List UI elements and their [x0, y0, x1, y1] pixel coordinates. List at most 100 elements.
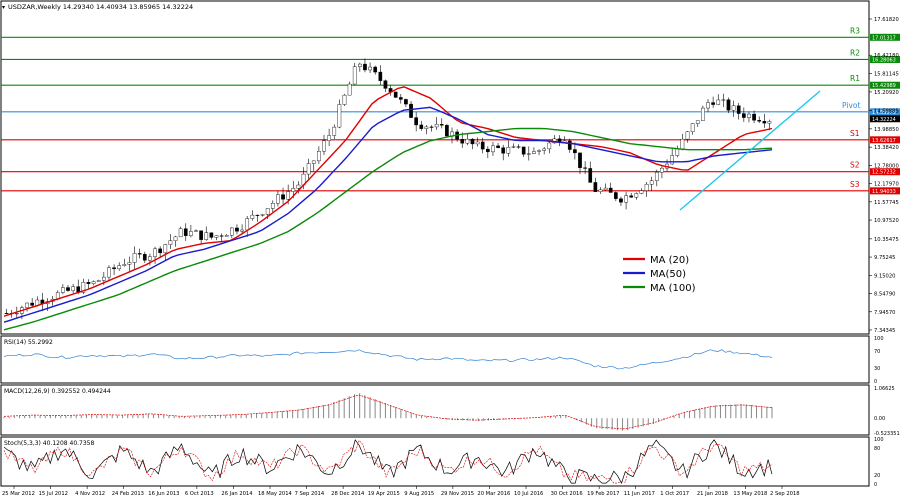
- level-value-s1: 13.62617: [872, 138, 896, 144]
- candle-body: [521, 146, 526, 155]
- candle-body: [445, 125, 449, 137]
- candle-body: [337, 104, 342, 128]
- x-tick-label: 21 Jan 2018: [697, 491, 728, 497]
- candle-body: [547, 142, 552, 150]
- candle-body: [71, 286, 75, 291]
- level-badge-s3: [870, 187, 900, 195]
- candle: [373, 65, 378, 75]
- candle-body: [209, 232, 214, 238]
- dropdown-arrow-icon[interactable]: ▾: [2, 4, 5, 11]
- trendline[interactable]: [679, 90, 821, 211]
- level-value-r1: 15.42989: [872, 83, 896, 89]
- candle: [537, 149, 541, 156]
- macd-panel[interactable]: [0, 384, 870, 436]
- candle-body: [419, 124, 424, 129]
- candle: [383, 79, 388, 93]
- candle: [71, 283, 75, 294]
- level-name-pivot: Pivot: [842, 101, 860, 110]
- candle-body: [183, 228, 188, 236]
- candle: [516, 144, 521, 149]
- candle: [573, 142, 577, 160]
- ma-line-50: [3, 106, 773, 323]
- candle: [532, 147, 536, 155]
- candle: [747, 111, 751, 123]
- candle-body: [378, 71, 383, 81]
- level-value-r3: 17.01317: [872, 35, 896, 41]
- candle: [270, 200, 275, 213]
- candle: [526, 146, 531, 161]
- candle-body: [158, 248, 162, 254]
- candle-body: [91, 281, 96, 284]
- candle: [685, 130, 690, 143]
- level-value-r2: 16.28063: [872, 57, 896, 63]
- x-tick-label: 18 May 2014: [258, 491, 293, 497]
- candle-body: [695, 120, 700, 124]
- indicator-tick-label: 100: [874, 437, 884, 443]
- candle: [332, 124, 337, 140]
- candle-body: [61, 287, 65, 293]
- x-tick-label: 24 Feb 2013: [112, 491, 144, 497]
- candle: [649, 176, 654, 192]
- candle-body: [398, 97, 403, 100]
- level-name-s2: S2: [850, 161, 860, 170]
- level-badge-pivot: [870, 108, 900, 116]
- candle-body: [30, 302, 34, 306]
- x-tick-label: 13 May 2018: [733, 491, 767, 497]
- candle-body: [731, 105, 736, 111]
- candle: [608, 182, 613, 193]
- candle-body: [199, 230, 203, 240]
- level-value-s3: 11.94033: [872, 189, 896, 195]
- y-tick-label: 16.42180: [874, 53, 899, 59]
- candle-body: [383, 80, 388, 89]
- level-badge-r2: [870, 55, 900, 63]
- candle: [419, 120, 424, 131]
- x-tick-label: 26 Jan 2014: [221, 491, 253, 497]
- candle-body: [4, 312, 9, 314]
- candle-body: [542, 148, 546, 151]
- candle-body: [240, 229, 244, 232]
- candle: [624, 191, 628, 210]
- candle: [199, 230, 203, 244]
- rsi-title: RSI(14) 55.2992: [4, 339, 53, 346]
- indicator-tick-label: 80: [874, 446, 880, 452]
- candle: [204, 226, 209, 241]
- candle: [363, 58, 367, 73]
- candle: [414, 112, 418, 132]
- candle-body: [439, 124, 444, 126]
- candle-body: [86, 282, 91, 284]
- candle-body: [137, 253, 142, 255]
- candle-body: [276, 194, 280, 204]
- candle: [706, 99, 710, 113]
- candle-body: [168, 240, 173, 245]
- x-tick-label: 1 Oct 2017: [660, 491, 689, 497]
- candle-body: [470, 138, 475, 145]
- candle: [501, 144, 506, 161]
- level-name-r2: R2: [850, 48, 860, 57]
- main-panel[interactable]: [0, 0, 870, 335]
- x-tick-label: 2 Sep 2018: [770, 491, 800, 497]
- y-tick-label: 9.75245: [874, 255, 895, 261]
- candle-body: [322, 140, 326, 152]
- candle: [142, 251, 147, 263]
- level-name-s1: S1: [850, 129, 860, 138]
- candle-body: [373, 66, 378, 73]
- y-tick-label: 7.94570: [874, 310, 895, 316]
- y-tick-label: 8.54790: [874, 292, 895, 298]
- candle-body: [501, 147, 506, 154]
- candle: [117, 262, 122, 271]
- candle-body: [173, 236, 178, 241]
- candle-body: [296, 184, 301, 189]
- rsi-line: [3, 349, 773, 370]
- candle-body: [424, 126, 429, 129]
- candle: [398, 93, 403, 104]
- candle-body: [189, 231, 193, 236]
- candle: [480, 137, 485, 154]
- stoch-panel[interactable]: [0, 436, 870, 487]
- candle: [368, 62, 372, 73]
- candle-body: [127, 262, 132, 265]
- candle-body: [614, 192, 618, 199]
- candle-body: [491, 145, 495, 153]
- candle-body: [460, 139, 465, 144]
- candle-body: [629, 195, 634, 198]
